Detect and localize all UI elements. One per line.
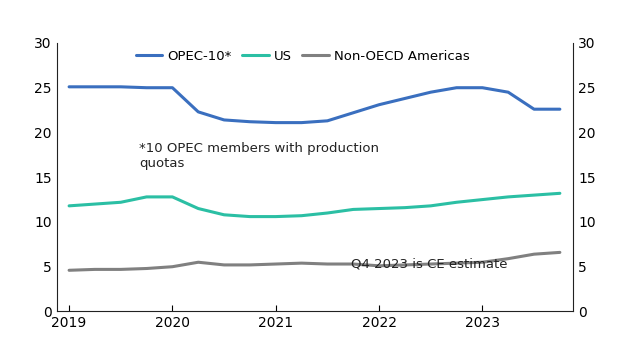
OPEC-10* (556, 107, 564, 111)
Non-OECD Americas (453, 261, 461, 265)
Non-OECD Americas (195, 260, 202, 264)
US (66, 204, 73, 208)
US (195, 206, 202, 211)
Non-OECD Americas (66, 268, 73, 272)
US (505, 195, 512, 199)
OPEC-10* (401, 96, 409, 101)
Non-OECD Americas (530, 252, 538, 256)
Text: Q4 2023 is CE estimate: Q4 2023 is CE estimate (351, 258, 508, 271)
US (401, 205, 409, 210)
OPEC-10* (272, 120, 280, 125)
US (220, 213, 228, 217)
US (272, 214, 280, 219)
Non-OECD Americas (324, 262, 331, 266)
US (298, 213, 306, 218)
Non-OECD Americas (169, 265, 176, 269)
US (324, 211, 331, 215)
OPEC-10* (220, 118, 228, 122)
Line: OPEC-10*: OPEC-10* (69, 87, 560, 122)
OPEC-10* (350, 111, 357, 115)
OPEC-10* (324, 119, 331, 123)
US (246, 214, 254, 219)
OPEC-10* (298, 120, 306, 125)
OPEC-10* (91, 84, 99, 89)
OPEC-10* (246, 120, 254, 124)
Non-OECD Americas (427, 262, 435, 266)
Non-OECD Americas (350, 262, 357, 266)
OPEC-10* (453, 86, 461, 90)
Legend: OPEC-10*, US, Non-OECD Americas: OPEC-10*, US, Non-OECD Americas (135, 49, 470, 63)
US (479, 198, 486, 202)
Non-OECD Americas (246, 263, 254, 267)
Non-OECD Americas (479, 260, 486, 264)
US (350, 207, 357, 212)
Line: US: US (69, 193, 560, 217)
US (453, 200, 461, 204)
US (530, 193, 538, 197)
OPEC-10* (117, 84, 125, 89)
Non-OECD Americas (375, 263, 383, 268)
Non-OECD Americas (298, 261, 306, 265)
Line: Non-OECD Americas: Non-OECD Americas (69, 252, 560, 270)
OPEC-10* (479, 86, 486, 90)
Text: *10 OPEC members with production
quotas: *10 OPEC members with production quotas (139, 142, 379, 170)
US (556, 191, 564, 195)
Non-OECD Americas (117, 267, 125, 272)
US (427, 204, 435, 208)
Non-OECD Americas (401, 263, 409, 267)
Non-OECD Americas (143, 266, 151, 271)
US (117, 200, 125, 204)
US (91, 202, 99, 206)
Non-OECD Americas (220, 263, 228, 267)
US (375, 206, 383, 211)
OPEC-10* (169, 86, 176, 90)
OPEC-10* (505, 90, 512, 94)
OPEC-10* (143, 86, 151, 90)
OPEC-10* (195, 110, 202, 114)
Non-OECD Americas (91, 267, 99, 272)
Non-OECD Americas (272, 262, 280, 266)
US (143, 195, 151, 199)
Non-OECD Americas (505, 256, 512, 261)
OPEC-10* (427, 90, 435, 94)
US (169, 195, 176, 199)
OPEC-10* (66, 84, 73, 89)
OPEC-10* (530, 107, 538, 111)
Non-OECD Americas (556, 250, 564, 255)
OPEC-10* (375, 102, 383, 107)
